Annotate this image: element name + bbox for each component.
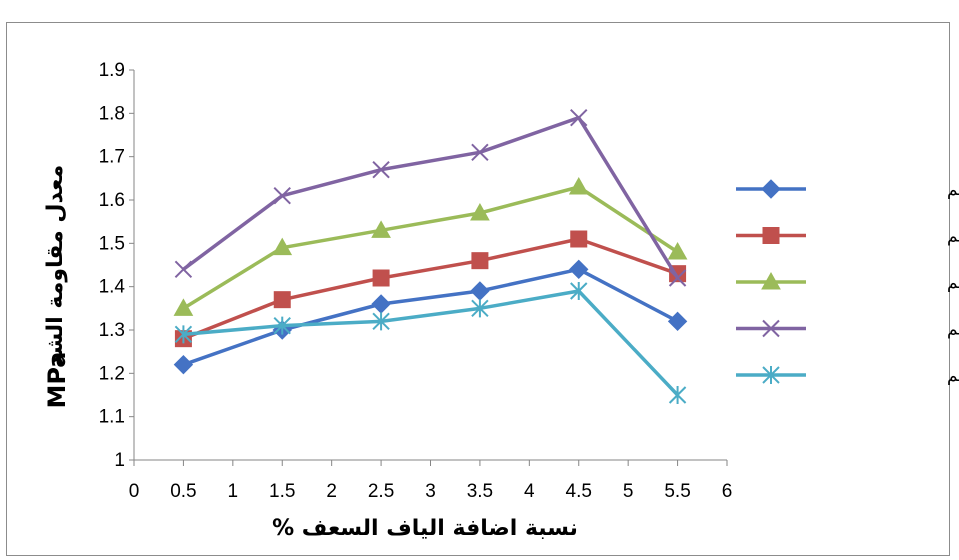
data-point xyxy=(371,220,391,238)
series-4 xyxy=(174,108,687,287)
series-1 xyxy=(173,259,688,375)
legend-label: طول الالياف 25 ملم xyxy=(947,273,959,293)
y-tick-label: 1.1 xyxy=(99,407,125,428)
data-point xyxy=(761,271,781,290)
series-line xyxy=(182,115,680,279)
legend-label: طول الالياف 5 ملم xyxy=(947,180,959,200)
data-point xyxy=(667,311,688,332)
data-point xyxy=(273,316,291,335)
x-tick-label: 3 xyxy=(425,481,436,502)
data-point xyxy=(471,252,489,270)
y-axis-unit: MPa xyxy=(43,351,71,408)
y-tick-label: 1.8 xyxy=(99,103,125,124)
data-point xyxy=(173,354,194,375)
legend-entry-2: طول الالياف 15 ملم xyxy=(736,227,959,247)
y-tick-label: 1 xyxy=(114,450,125,471)
data-point xyxy=(371,294,391,314)
legend-label: طول الالياف 45 ملم xyxy=(947,366,959,386)
data-point xyxy=(173,298,194,316)
x-tick-label: 2.5 xyxy=(368,481,394,502)
data-point xyxy=(273,291,291,309)
data-point xyxy=(762,319,780,338)
series-line xyxy=(182,185,679,310)
y-tick-label: 1.9 xyxy=(99,60,125,81)
series-line xyxy=(183,289,679,397)
data-point xyxy=(568,176,589,195)
y-tick-label: 1.7 xyxy=(99,147,125,168)
data-point xyxy=(667,241,688,260)
y-tick-label: 1.4 xyxy=(99,277,126,298)
x-tick-label: 5.5 xyxy=(664,481,690,502)
data-point xyxy=(762,366,780,384)
y-tick-label: 1.6 xyxy=(99,190,125,211)
legend-entry-5: طول الالياف 45 ملم xyxy=(736,366,959,386)
y-tick-label: 1.3 xyxy=(99,320,125,341)
data-point xyxy=(174,260,193,279)
y-tick-label: 1.5 xyxy=(99,233,125,254)
legend-entry-1: طول الالياف 5 ملم xyxy=(736,179,959,200)
x-tick-label: 1 xyxy=(228,481,239,502)
data-point xyxy=(570,282,588,300)
legend-entry-3: طول الالياف 25 ملم xyxy=(736,271,959,293)
x-tick-label: 2 xyxy=(326,481,337,502)
data-point xyxy=(761,179,781,199)
data-point xyxy=(471,299,489,318)
series-3 xyxy=(173,176,688,316)
data-point xyxy=(372,269,390,287)
x-tick-label: 4.5 xyxy=(566,481,592,502)
series-5 xyxy=(174,282,687,404)
x-tick-label: 4 xyxy=(524,481,535,502)
data-point xyxy=(762,227,780,244)
y-tick-label: 1.2 xyxy=(99,363,125,384)
y-axis-title: معدل مقاومة الشد xyxy=(43,165,68,367)
x-tick-label: 6 xyxy=(722,481,733,502)
data-point xyxy=(272,237,293,256)
data-point xyxy=(668,386,687,404)
x-tick-label: 0.5 xyxy=(170,481,196,502)
data-point xyxy=(470,202,490,221)
data-point xyxy=(668,269,687,287)
data-point xyxy=(273,186,291,205)
data-point xyxy=(570,108,588,127)
data-point xyxy=(174,325,193,344)
legend-label: طول الالياف 15 ملم xyxy=(947,227,959,247)
legend-entry-4: طول الالياف 35 ملم xyxy=(736,320,959,340)
chart-legend: طول الالياف 5 ملم طول الالياف 15 ملم طول ا… xyxy=(736,179,959,386)
x-tick-label: 1.5 xyxy=(269,481,295,502)
data-point xyxy=(372,312,390,331)
x-axis-title: نسبة اضافة الياف السعف % xyxy=(272,516,578,541)
chart-axes: 1 1.1 1.2 1.3 1.4 1.5 1.6 1.7 1.8 1.9 0 0.5 1 1.5 2 2.5… xyxy=(99,60,733,502)
legend-label: طول الالياف 35 ملم xyxy=(947,320,959,340)
x-tick-label: 3.5 xyxy=(467,481,493,502)
data-point xyxy=(470,281,490,301)
data-point xyxy=(471,143,489,162)
data-point xyxy=(570,230,588,248)
series-line xyxy=(182,267,679,367)
data-point xyxy=(372,160,390,179)
x-tick-label: 0 xyxy=(129,481,140,502)
data-point xyxy=(569,259,589,280)
x-tick-label: 5 xyxy=(623,481,634,502)
series-line xyxy=(182,237,679,341)
chart-series xyxy=(173,108,688,404)
